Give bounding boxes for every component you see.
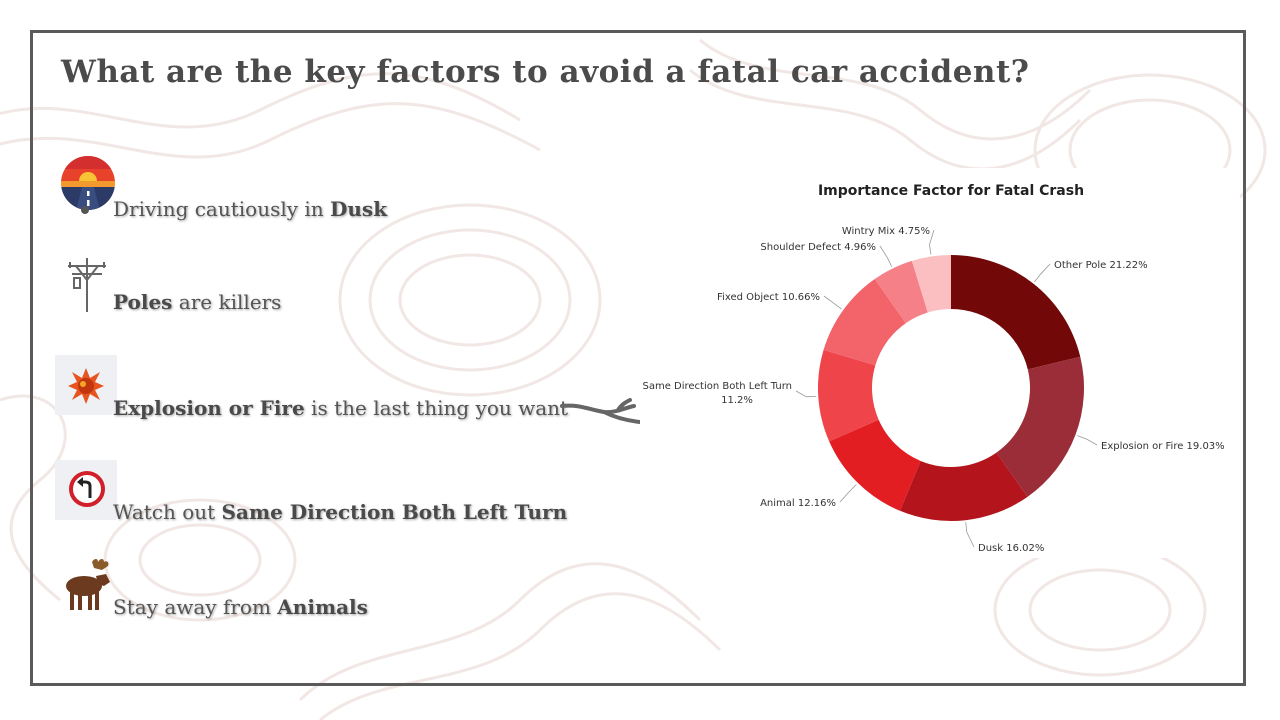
bullet-poles: Poles are killers	[113, 290, 281, 314]
donut-slice-dusk[interactable]	[899, 452, 1028, 521]
donut-slice-shoulder-defect[interactable]	[874, 260, 928, 324]
explosion-icon	[68, 368, 104, 404]
bullet-keyword: Poles	[113, 290, 173, 314]
dusk-road-icon	[61, 156, 115, 210]
data-label: Explosion or Fire 19.03%	[1101, 441, 1225, 452]
donut-slice-same-direction-both-left-turn[interactable]	[817, 349, 879, 442]
bullet-text: Stay away from	[113, 595, 278, 619]
bullet-keyword: Dusk	[330, 197, 388, 221]
leader-line	[795, 390, 817, 398]
power-pole-icon	[68, 258, 106, 312]
leader-line	[965, 522, 975, 548]
bullet-text: Driving cautiously in	[113, 197, 331, 221]
bullet-text: Watch out	[113, 500, 222, 524]
data-label: Shoulder Defect 4.96%	[760, 242, 876, 253]
donut-slice-fixed-object[interactable]	[823, 278, 906, 366]
bullet-text: are killers	[172, 290, 282, 314]
data-label: Same Direction Both Left Turn 11.2%	[642, 381, 792, 406]
leader-line	[839, 484, 857, 503]
bullet-dot	[81, 206, 89, 214]
leader-line	[823, 295, 842, 310]
data-label: Fixed Object 10.66%	[717, 292, 820, 303]
leader-line	[1077, 435, 1098, 446]
leader-line	[879, 245, 893, 267]
tree-branch-icon	[560, 398, 642, 424]
bullet-keyword: Same Direction Both Left Turn	[221, 500, 568, 524]
donut-slice-other-pole[interactable]	[951, 255, 1081, 370]
slide-frame	[30, 30, 1246, 686]
bullet-text: is the last thing you want	[304, 396, 569, 420]
slide-title: What are the key factors to avoid a fata…	[61, 54, 1030, 90]
bullet-keyword: Animals	[277, 595, 368, 619]
donut-slice-wintry-mix[interactable]	[911, 255, 951, 313]
bullet-animals: Stay away from Animals	[113, 595, 368, 619]
donut-slice-animal[interactable]	[829, 419, 921, 511]
donut-slice-explosion-or-fire[interactable]	[996, 356, 1085, 497]
moose-icon	[66, 559, 110, 610]
bullet-dusk: Driving cautiously in Dusk	[113, 197, 387, 221]
data-label: Wintry Mix 4.75%	[842, 226, 930, 237]
data-label: Dusk 16.02%	[978, 543, 1044, 554]
bullet-keyword: Explosion or Fire	[113, 396, 305, 420]
left-turn-sign-icon	[69, 471, 105, 507]
chart-title: Importance Factor for Fatal Crash	[817, 183, 1085, 199]
data-label: Other Pole 21.22%	[1054, 260, 1148, 271]
bullet-left-turn: Watch out Same Direction Both Left Turn	[113, 500, 567, 524]
bullet-explosion: Explosion or Fire is the last thing you …	[113, 396, 568, 420]
leader-line	[1034, 263, 1051, 283]
leader-line	[929, 229, 935, 255]
data-label: Animal 12.16%	[760, 498, 836, 509]
